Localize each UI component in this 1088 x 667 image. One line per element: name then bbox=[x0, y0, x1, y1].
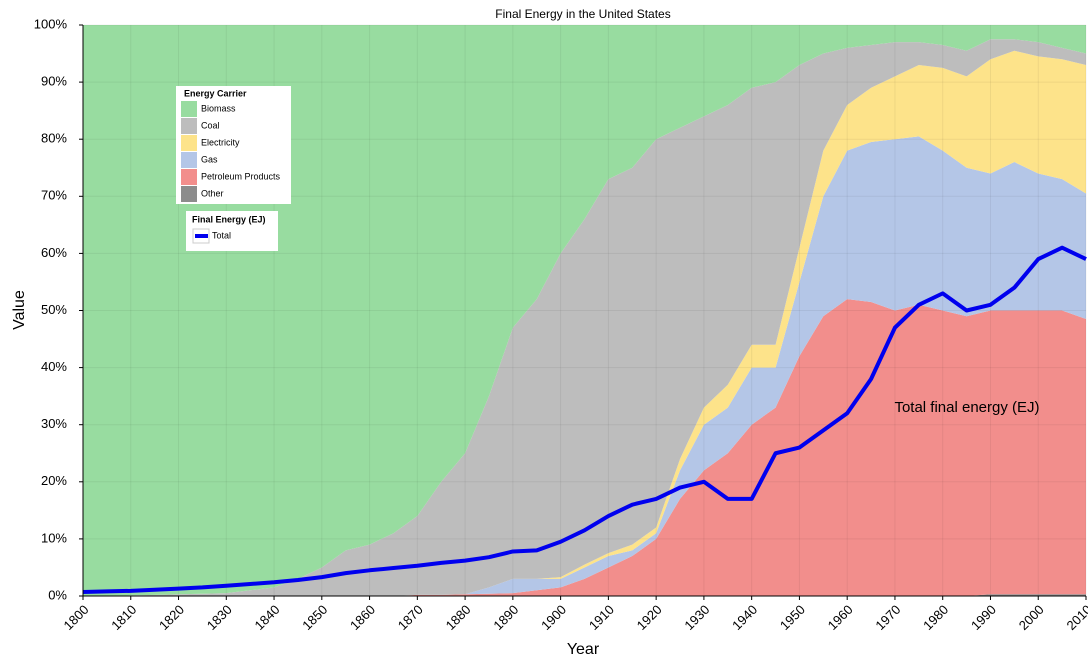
legend-swatch bbox=[181, 101, 197, 117]
y-tick-label: 10% bbox=[41, 530, 67, 545]
x-tick-label: 1830 bbox=[204, 602, 235, 633]
y-tick-label: 30% bbox=[41, 416, 67, 431]
x-tick-label: 1940 bbox=[729, 602, 760, 633]
y-tick-label: 80% bbox=[41, 131, 67, 146]
y-axis-title: Value bbox=[11, 290, 28, 330]
x-tick-label: 1800 bbox=[60, 602, 91, 633]
x-tick-label: 1900 bbox=[538, 602, 569, 633]
x-tick-label: 1930 bbox=[681, 602, 712, 633]
x-tick-label: 1810 bbox=[108, 602, 139, 633]
x-tick-label: 2000 bbox=[1016, 602, 1047, 633]
x-tick-label: 1960 bbox=[825, 602, 856, 633]
chart-title: Final Energy in the United States bbox=[495, 7, 670, 21]
legend-label: Petroleum Products bbox=[201, 171, 281, 181]
total-line bbox=[82, 245, 1087, 594]
legend-title: Energy Carrier bbox=[184, 88, 247, 98]
x-tick-label: 1840 bbox=[252, 602, 283, 633]
x-tick-label: 1820 bbox=[156, 602, 187, 633]
area bbox=[83, 25, 1086, 596]
y-tick-label: 20% bbox=[41, 473, 67, 488]
x-tick-label: 1980 bbox=[920, 602, 951, 633]
x-tick-label: 1920 bbox=[634, 602, 665, 633]
legend-label: Total bbox=[212, 230, 231, 240]
legend-swatch bbox=[181, 135, 197, 151]
x-tick-label: 1950 bbox=[777, 602, 808, 633]
legend-swatch bbox=[181, 186, 197, 202]
y-tick-label: 0% bbox=[48, 587, 67, 602]
x-axis-title: Year bbox=[567, 641, 600, 658]
x-tick-label: 1890 bbox=[490, 602, 521, 633]
legend: Energy Carrier Final Energy (EJ) Biomass… bbox=[176, 86, 291, 251]
y-tick-label: 60% bbox=[41, 245, 67, 260]
y-tick-label: 50% bbox=[41, 302, 67, 317]
x-tick-label: 1880 bbox=[443, 602, 474, 633]
plot-area: 0% 10% 20% 30% 40% 50% 60% 70% 80% 90% 100% 1800 181… bbox=[34, 16, 1088, 633]
legend-label: Biomass bbox=[201, 103, 236, 113]
legend-label: Gas bbox=[201, 154, 218, 164]
x-tick-label: 1990 bbox=[968, 602, 999, 633]
y-tick-label: 40% bbox=[41, 359, 67, 374]
x-tick-label: 1910 bbox=[586, 602, 617, 633]
area bbox=[83, 39, 1086, 596]
x-tick-label: 1870 bbox=[395, 602, 426, 633]
legend-swatch bbox=[181, 152, 197, 168]
y-tick-label: 70% bbox=[41, 188, 67, 203]
legend-swatch bbox=[181, 169, 197, 185]
legend-label: Electricity bbox=[201, 137, 240, 147]
x-tick-label: 1860 bbox=[347, 602, 378, 633]
area bbox=[83, 299, 1086, 596]
legend-title: Final Energy (EJ) bbox=[192, 214, 266, 224]
x-tick-label: 1850 bbox=[299, 602, 330, 633]
area bbox=[83, 136, 1086, 596]
legend-label: Other bbox=[201, 188, 224, 198]
area bbox=[83, 50, 1086, 596]
annotation: Total final energy (EJ) bbox=[894, 399, 1039, 416]
legend-swatch bbox=[181, 118, 197, 134]
x-tick-label: 1970 bbox=[872, 602, 903, 633]
y-tick-label: 90% bbox=[41, 74, 67, 89]
legend-label: Coal bbox=[201, 120, 220, 130]
x-tick-label: 2010 bbox=[1063, 602, 1088, 633]
y-tick-label: 100% bbox=[34, 16, 68, 31]
